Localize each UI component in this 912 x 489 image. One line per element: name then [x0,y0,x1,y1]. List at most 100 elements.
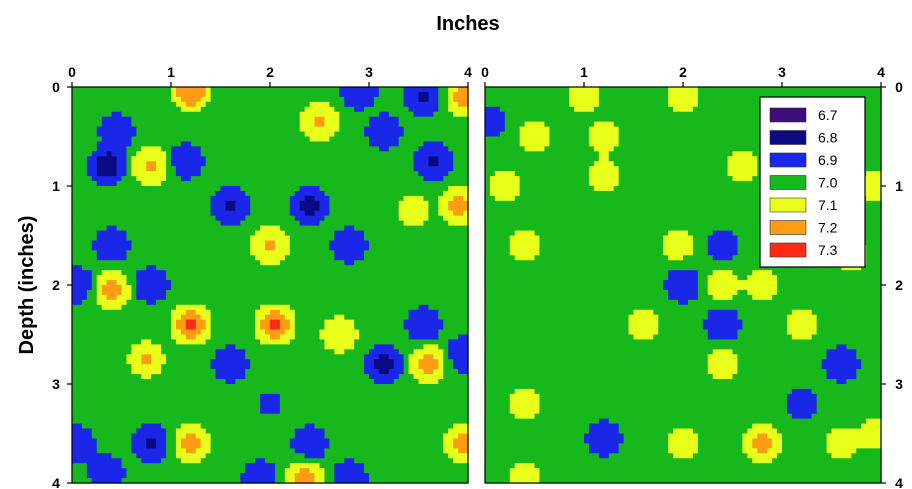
heatmap-cell [96,215,103,222]
heatmap-cell [210,166,217,172]
heatmap-cell [81,186,88,192]
heatmap-cell [408,235,415,242]
heatmap-cell [463,379,469,385]
heatmap-cell [76,319,83,326]
heatmap-cell [448,230,454,237]
heatmap-cell [225,265,231,271]
heatmap-cell [369,230,375,237]
heatmap-cell [225,369,231,375]
heatmap-cell [408,319,415,326]
heatmap-cell [76,240,83,246]
heatmap-cell [190,245,197,251]
heatmap-cell [195,230,202,237]
heatmap-cell [458,294,464,301]
heatmap-cell [314,126,321,133]
heatmap-cell [151,304,157,311]
heatmap-cell [314,314,321,321]
heatmap-cell [359,384,365,390]
heatmap-cell [250,294,256,301]
heatmap-cell [403,126,410,133]
heatmap-cell [175,299,182,306]
heatmap-cell [141,205,147,212]
heatmap-cell [378,364,385,370]
heatmap-cell [334,126,340,133]
heatmap-cell [339,265,345,271]
heatmap-cell [225,200,231,207]
heatmap-cell [126,240,132,246]
heatmap-cell [349,166,355,172]
heatmap-cell [210,393,217,400]
heatmap-cell [215,101,222,108]
heatmap-cell [180,354,187,360]
heatmap-cell [151,245,157,251]
heatmap-cell [220,275,227,281]
heatmap-cell [166,126,172,133]
heatmap-cell [413,270,420,276]
heatmap-cell [195,388,202,395]
heatmap-cell [151,200,157,207]
heatmap-cell [260,280,266,286]
heatmap-cell [156,136,162,143]
heatmap-cell [373,176,380,182]
heatmap-cell [255,349,261,355]
heatmap-cell [156,87,162,93]
heatmap-cell [255,181,261,187]
heatmap-cell [195,309,202,316]
heatmap-cell [383,304,390,311]
heatmap-cell [309,87,316,93]
heatmap-cell [408,289,415,296]
heatmap-cell [428,319,434,326]
heatmap-cell [151,289,157,296]
heatmap-cell [324,364,330,370]
heatmap-cell [418,210,425,217]
heatmap-cell [354,141,360,147]
heatmap-cell [240,393,246,400]
heatmap-cell [408,260,415,266]
heatmap-cell [314,215,321,222]
heatmap-cell [369,324,375,331]
heatmap-cell [373,339,380,345]
heatmap-cell [200,190,207,197]
heatmap-cell [428,369,434,375]
heatmap-cell [428,195,434,202]
heatmap-cell [398,384,405,390]
heatmap-cell [245,166,251,172]
heatmap-cell [428,91,434,98]
heatmap-cell [369,205,375,212]
heatmap-cell [151,349,157,355]
heatmap-cell [195,314,202,321]
heatmap-cell [289,319,296,326]
heatmap-cell [156,220,162,227]
heatmap-cell [334,240,340,246]
heatmap-cell [423,220,429,227]
heatmap-cell [304,240,311,246]
heatmap-cell [200,181,207,187]
heatmap-cell [151,364,157,370]
heatmap-cell [378,299,385,306]
heatmap-cell [260,141,266,147]
heatmap-cell [408,111,415,118]
heatmap-cell [438,131,444,138]
heatmap-cell [220,131,227,138]
heatmap-cell [161,260,167,266]
heatmap-cell [171,265,177,271]
heatmap-cell [166,255,172,261]
heatmap-cell [279,126,286,133]
heatmap-cell [190,166,197,172]
heatmap-cell [255,324,261,331]
heatmap-cell [339,359,345,365]
heatmap-cell [205,195,212,202]
heatmap-cell [354,87,360,93]
heatmap-cell [413,101,420,108]
heatmap-cell [215,151,222,157]
heatmap-cell [294,245,301,251]
heatmap-cell [373,388,380,395]
heatmap-cell [329,285,335,291]
heatmap-cell [423,379,429,385]
heatmap-cell [240,304,246,311]
heatmap-cell [131,111,137,118]
heatmap-cell [458,230,464,237]
heatmap-cell [443,270,449,276]
heatmap-cell [354,136,360,143]
heatmap-cell [156,215,162,222]
